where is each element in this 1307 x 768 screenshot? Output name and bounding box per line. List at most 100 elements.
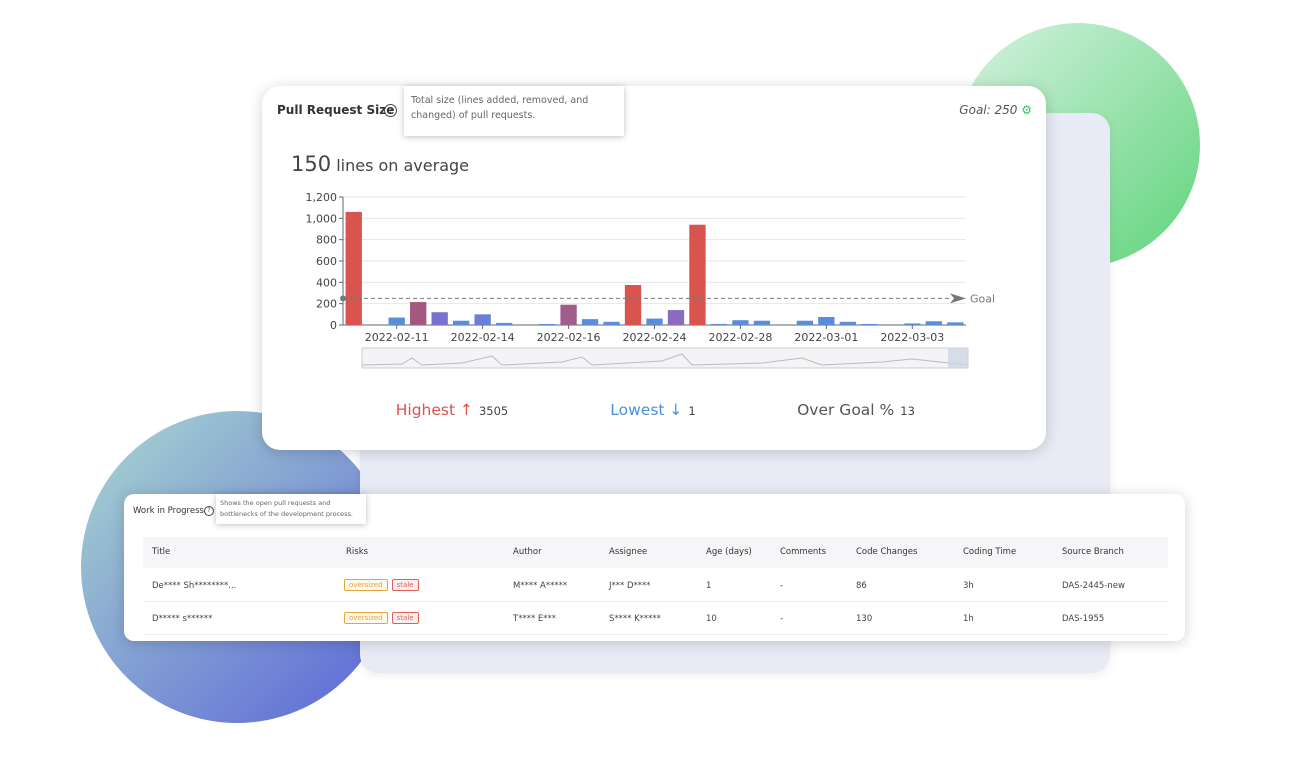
table-cell: S**** K***** (609, 614, 661, 624)
column-header: Coding Time (963, 547, 1017, 557)
column-header: Age (days) (706, 547, 752, 557)
bar (603, 321, 620, 325)
x-tick-label: 2022-02-16 (537, 331, 601, 344)
goal-value: 250 (994, 103, 1018, 117)
bar (646, 318, 663, 325)
card-title: Pull Request Size (277, 103, 395, 117)
average-text: lines on average (336, 156, 469, 175)
stat-label: Over Goal % (797, 401, 895, 419)
data-zoom-handle[interactable] (948, 348, 968, 368)
bar (925, 321, 942, 325)
stat-value: 1 (688, 404, 696, 418)
goal-arrow (950, 293, 966, 304)
risks: oversized stale (344, 612, 423, 624)
table-cell: 1h (963, 614, 974, 624)
stat-value: 13 (900, 404, 915, 418)
bar (732, 320, 749, 325)
table-cell: De**** Sh********... (152, 581, 237, 591)
table-cell: 1 (706, 581, 712, 591)
column-header: Source Branch (1062, 547, 1124, 557)
table-cell: DAS-2445-new (1062, 581, 1125, 591)
bar (839, 321, 857, 325)
tooltip: Total size (lines added, removed, and ch… (404, 86, 624, 136)
column-header: Risks (346, 547, 369, 557)
column-header: Title (152, 547, 171, 557)
bar (452, 320, 470, 325)
bar (667, 310, 685, 325)
table-cell: 86 (856, 581, 867, 591)
table-card: Work in Progress ? Shows the open pull r… (124, 494, 1185, 641)
y-tick-label: 800 (316, 234, 337, 247)
help-icon[interactable]: ? (204, 506, 214, 516)
bar (818, 317, 835, 325)
bar (560, 304, 577, 325)
risks: oversized stale (344, 579, 423, 591)
risk-tag: stale (391, 612, 419, 624)
bar (581, 319, 599, 325)
risk-tag: stale (391, 579, 419, 591)
bar (753, 320, 771, 325)
stat-label: Lowest ↓ (610, 401, 683, 419)
x-tick-label: 2022-03-01 (794, 331, 858, 344)
y-tick-label: 0 (330, 319, 337, 332)
x-tick-label: 2022-02-11 (365, 331, 429, 344)
data-zoom[interactable] (361, 347, 969, 369)
bar (410, 302, 427, 325)
average-value: 150 (291, 152, 332, 176)
bar (861, 323, 878, 325)
bar (904, 323, 921, 325)
bar (495, 322, 513, 325)
stat: Highest ↑ 3505 (352, 400, 552, 419)
bar (431, 312, 448, 325)
table-cell: D***** s****** (152, 614, 213, 624)
column-header: Assignee (609, 547, 648, 557)
table-cell: 3h (963, 581, 974, 591)
column-header: Author (513, 547, 542, 557)
help-icon[interactable]: ? (384, 104, 397, 117)
bar (947, 322, 964, 325)
bar (624, 285, 642, 325)
table-cell: 10 (706, 614, 717, 624)
chart-card: Pull Request Size ? Total size (lines ad… (262, 86, 1046, 450)
row-divider (143, 601, 1168, 602)
bar (689, 224, 706, 325)
table-cell: DAS-1955 (1062, 614, 1105, 624)
tooltip: Shows the open pull requests and bottlen… (216, 494, 366, 524)
x-tick-label: 2022-02-24 (623, 331, 687, 344)
y-tick-label: 200 (316, 298, 337, 311)
goal-label: Goal (970, 292, 995, 305)
bar (710, 323, 728, 325)
y-tick-label: 1,200 (306, 191, 338, 204)
table-cell: - (780, 614, 784, 624)
risk-tag: oversized (344, 612, 388, 624)
goal: Goal: 250 ⚙ (959, 103, 1032, 117)
column-header: Comments (780, 547, 827, 557)
x-tick-label: 2022-02-28 (708, 331, 772, 344)
goal-marker (340, 295, 346, 302)
y-tick-label: 400 (316, 276, 337, 289)
bar (345, 211, 362, 325)
risk-tag: oversized (344, 579, 388, 591)
row-divider (143, 634, 1168, 635)
table-header (143, 537, 1168, 568)
chart: 0 200 400 600 800 1,000 1,200 2022-02-11 2022-02… (306, 191, 995, 369)
bar (796, 320, 814, 325)
table-cell: M**** A***** (513, 581, 568, 591)
goal-text: Goal: (959, 103, 991, 117)
average: 150 lines on average (291, 152, 469, 176)
x-tick-label: 2022-02-14 (451, 331, 515, 344)
stat: Lowest ↓ 1 (553, 400, 753, 419)
y-tick-label: 600 (316, 255, 337, 268)
y-tick-label: 1,000 (306, 212, 338, 225)
x-tick-label: 2022-03-03 (880, 331, 944, 344)
table-cell: T**** E*** (513, 614, 557, 624)
bar (388, 317, 405, 325)
stat: Over Goal % 13 (756, 400, 956, 419)
table-cell: J*** D**** (609, 581, 651, 591)
stat-value: 3505 (478, 404, 509, 418)
stat-label: Highest ↑ (395, 401, 473, 419)
bar (474, 314, 491, 325)
data-zoom-sparkline (361, 353, 969, 366)
table-cell: 130 (856, 614, 873, 624)
